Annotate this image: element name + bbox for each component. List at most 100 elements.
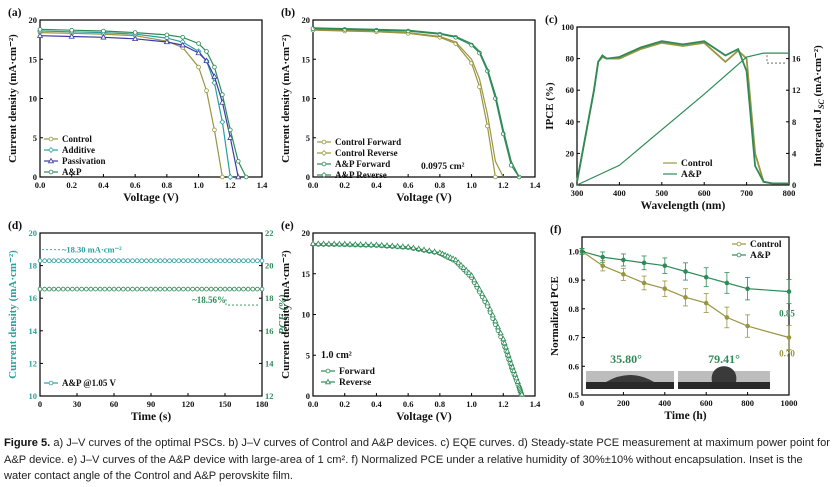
x-tick-label: 0.8 [435,180,446,190]
data-point [199,258,205,264]
y2-tick-label: 16 [265,326,274,336]
data-point [259,258,265,264]
data-point [420,246,428,252]
data-point [42,286,47,292]
photo-substrate [678,382,770,389]
panel-letter: (e) [281,220,294,232]
y2-axis-label: Integrated JSC (mA·cm⁻²) [812,45,826,167]
x-tick-label: 600 [698,188,711,198]
legend-entry: A&P Reverse [335,170,387,180]
data-point [194,286,200,292]
legend-marker [321,150,327,156]
data-point [501,339,508,346]
x-tick-label: 120 [182,399,195,409]
data-point [231,286,237,292]
x-tick-label: 300 [571,188,584,198]
data-point [204,49,209,54]
data-point [320,240,327,246]
data-point [227,174,234,180]
data-point [245,258,251,264]
data-point [93,286,98,292]
contact-angle-label: 79.41° [708,352,740,366]
data-point [144,286,149,292]
y-axis-label: Normalized PCE [549,276,561,356]
x-tick-label: 800 [783,188,796,198]
data-point [68,33,75,39]
data-point [460,264,467,270]
legend-entry: Control Reverse [335,148,398,158]
data-point [378,241,385,248]
legend-entry: Reverse [339,378,371,388]
annotation-current-density: ~18.30 mA·cm⁻² [62,245,122,255]
x-tick-label: 700 [740,188,753,198]
data-point [497,329,504,336]
data-point [245,286,251,292]
y-tick-label: 20 [29,228,38,238]
x-tick-label: 1.4 [257,180,268,190]
data-point [218,286,223,292]
data-point [405,243,412,250]
data-point [235,173,242,180]
y2-axis-label: PCE (%) [277,294,289,335]
data-point [331,240,338,247]
data-point [190,258,195,264]
data-point [107,286,112,292]
x-axis-label: Time (h) [664,410,706,422]
figure-caption: Figure 5. a) J–V curves of the optimal P… [4,435,832,485]
integrated-jsc-curve [576,52,789,186]
data-point [171,286,177,292]
data-point [227,258,232,264]
pointer-line [766,55,785,64]
data-point [181,258,186,264]
y2-tick-label: 16 [792,54,801,64]
y-tick-label: 1.0 [568,246,579,256]
y-tick-label: 14 [29,326,38,336]
y-axis-label: Current density (mA·cm⁻²) [7,34,19,163]
data-point [203,57,210,64]
data-point [236,286,242,292]
data-point [325,240,332,246]
data-point [500,335,507,342]
data-point [46,258,52,264]
x-tick-label: 30 [73,399,82,409]
data-point [204,286,209,292]
data-point [505,351,512,358]
data-point [492,317,499,324]
legend-entry: A&P Forward [335,159,390,169]
data-point [74,286,80,292]
x-tick-label: 0.0 [308,180,319,190]
data-point [468,272,475,278]
y-tick-label: 10 [29,391,38,401]
data-point [484,299,491,306]
data-point [208,258,214,264]
y-tick-label: 20 [29,15,38,25]
data-point [139,258,145,264]
data-point [130,286,135,292]
data-point [167,286,172,292]
x-tick-label: 0.6 [403,180,414,190]
data-point [79,258,84,264]
data-point [227,286,232,292]
y-tick-label: 0 [306,391,310,401]
x-tick-label: 0.4 [98,180,109,190]
contact-angle-label: 35.80° [610,352,642,366]
caption-text: a) J–V curves of the optimal PSCs. b) J–… [4,437,830,482]
water-droplet [711,366,737,382]
y-tick-label: 20 [302,15,311,25]
data-point [213,286,219,292]
x-tick-label: 0.6 [130,180,141,190]
y-tick-label: 10 [302,310,311,320]
data-point [222,286,228,292]
y2-tick-label: 12 [265,391,274,401]
data-point [506,356,513,362]
data-point [212,127,217,133]
x-tick-label: 500 [655,188,668,198]
stability-curve-control [581,250,790,339]
jv-curve-controlreverse [312,28,504,178]
y-tick-label: 0 [570,180,574,190]
data-point [111,258,117,264]
data-point [69,27,75,33]
data-point [130,258,135,264]
data-point [56,258,61,264]
data-point [383,242,391,248]
